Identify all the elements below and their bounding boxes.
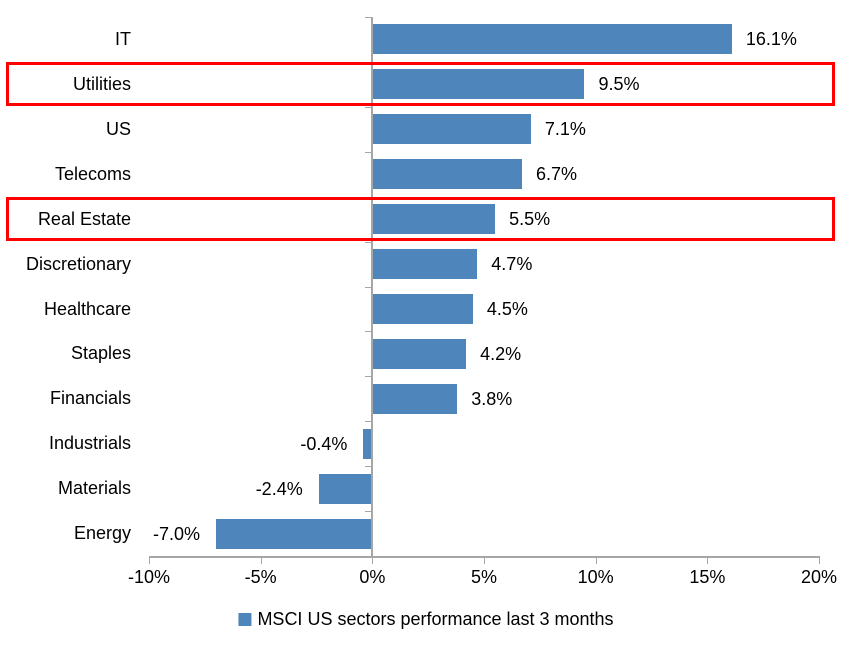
bar-financials — [372, 383, 458, 414]
value-label-financials: 3.8% — [471, 388, 513, 409]
category-label-materials: Materials — [57, 478, 131, 499]
bar-us — [372, 114, 531, 145]
category-axis-tick — [365, 106, 373, 108]
value-label-it: 16.1% — [745, 29, 797, 50]
bar-telecoms — [372, 159, 522, 190]
legend: MSCI US sectors performance last 3 month… — [238, 609, 614, 630]
category-label-discretionary: Discretionary — [25, 253, 131, 274]
category-axis-line — [371, 17, 374, 558]
value-axis-tick — [484, 558, 485, 564]
category-axis-tick — [365, 376, 373, 378]
bar-healthcare — [372, 293, 473, 324]
category-label-energy: Energy — [73, 523, 131, 544]
category-label-industrials: Industrials — [48, 433, 131, 454]
value-axis-line — [149, 556, 820, 558]
category-label-utilities: Utilities — [72, 73, 131, 94]
bar-discretionary — [372, 249, 478, 280]
category-axis-tick — [365, 286, 373, 288]
category-label-us: US — [105, 118, 131, 139]
legend-marker-icon — [238, 613, 252, 626]
value-label-discretionary: 4.7% — [491, 254, 533, 275]
category-label-real-estate: Real Estate — [37, 208, 131, 229]
bar-materials — [318, 473, 373, 504]
bar-industrials — [363, 428, 373, 459]
value-axis-tick — [260, 558, 262, 564]
value-label-energy: -7.0% — [152, 523, 200, 544]
category-axis-tick — [365, 421, 373, 423]
value-label-telecoms: 6.7% — [535, 164, 577, 185]
category-label-staples: Staples — [70, 343, 131, 364]
category-label-financials: Financials — [49, 388, 131, 409]
category-axis-tick — [365, 331, 373, 333]
value-label-healthcare: 4.5% — [486, 298, 528, 319]
axis-tick-label--10-: -10% — [127, 567, 171, 587]
value-axis-tick — [149, 558, 150, 564]
bar-staples — [372, 338, 467, 369]
value-label-materials: -2.4% — [255, 478, 303, 499]
category-axis-tick — [365, 241, 373, 243]
category-axis-tick — [365, 466, 373, 468]
category-axis-tick — [365, 511, 373, 513]
bar-utilities — [372, 69, 585, 100]
bar-it — [372, 24, 732, 55]
bar-energy — [216, 518, 373, 549]
category-label-it: IT — [115, 29, 131, 49]
category-axis-tick — [365, 17, 373, 18]
value-label-staples: 4.2% — [480, 343, 522, 364]
highlight-box-utilities — [6, 62, 835, 107]
value-axis-tick — [707, 558, 709, 564]
axis-tick-label-0-: 0% — [359, 567, 386, 587]
value-label-industrials: -0.4% — [300, 433, 348, 454]
category-label-healthcare: Healthcare — [43, 298, 131, 319]
axis-tick-label-5-: 5% — [470, 567, 497, 587]
bar-real-estate — [372, 204, 496, 235]
value-label-real-estate: 5.5% — [509, 209, 551, 230]
highlight-box-real-estate — [6, 197, 835, 242]
value-axis-tick — [372, 558, 374, 564]
value-axis-tick — [819, 558, 820, 564]
legend-label: MSCI US sectors performance last 3 month… — [257, 609, 614, 629]
axis-tick-label-10-: 10% — [577, 567, 614, 587]
axis-tick-label-20-: 20% — [800, 567, 838, 587]
axis-tick-label-15-: 15% — [689, 567, 726, 587]
value-label-us: 7.1% — [544, 119, 586, 140]
category-axis-tick — [365, 151, 373, 153]
value-axis-tick — [595, 558, 597, 564]
value-label-utilities: 9.5% — [598, 74, 640, 95]
axis-tick-label--5-: -5% — [244, 567, 277, 587]
category-label-telecoms: Telecoms — [54, 163, 131, 184]
